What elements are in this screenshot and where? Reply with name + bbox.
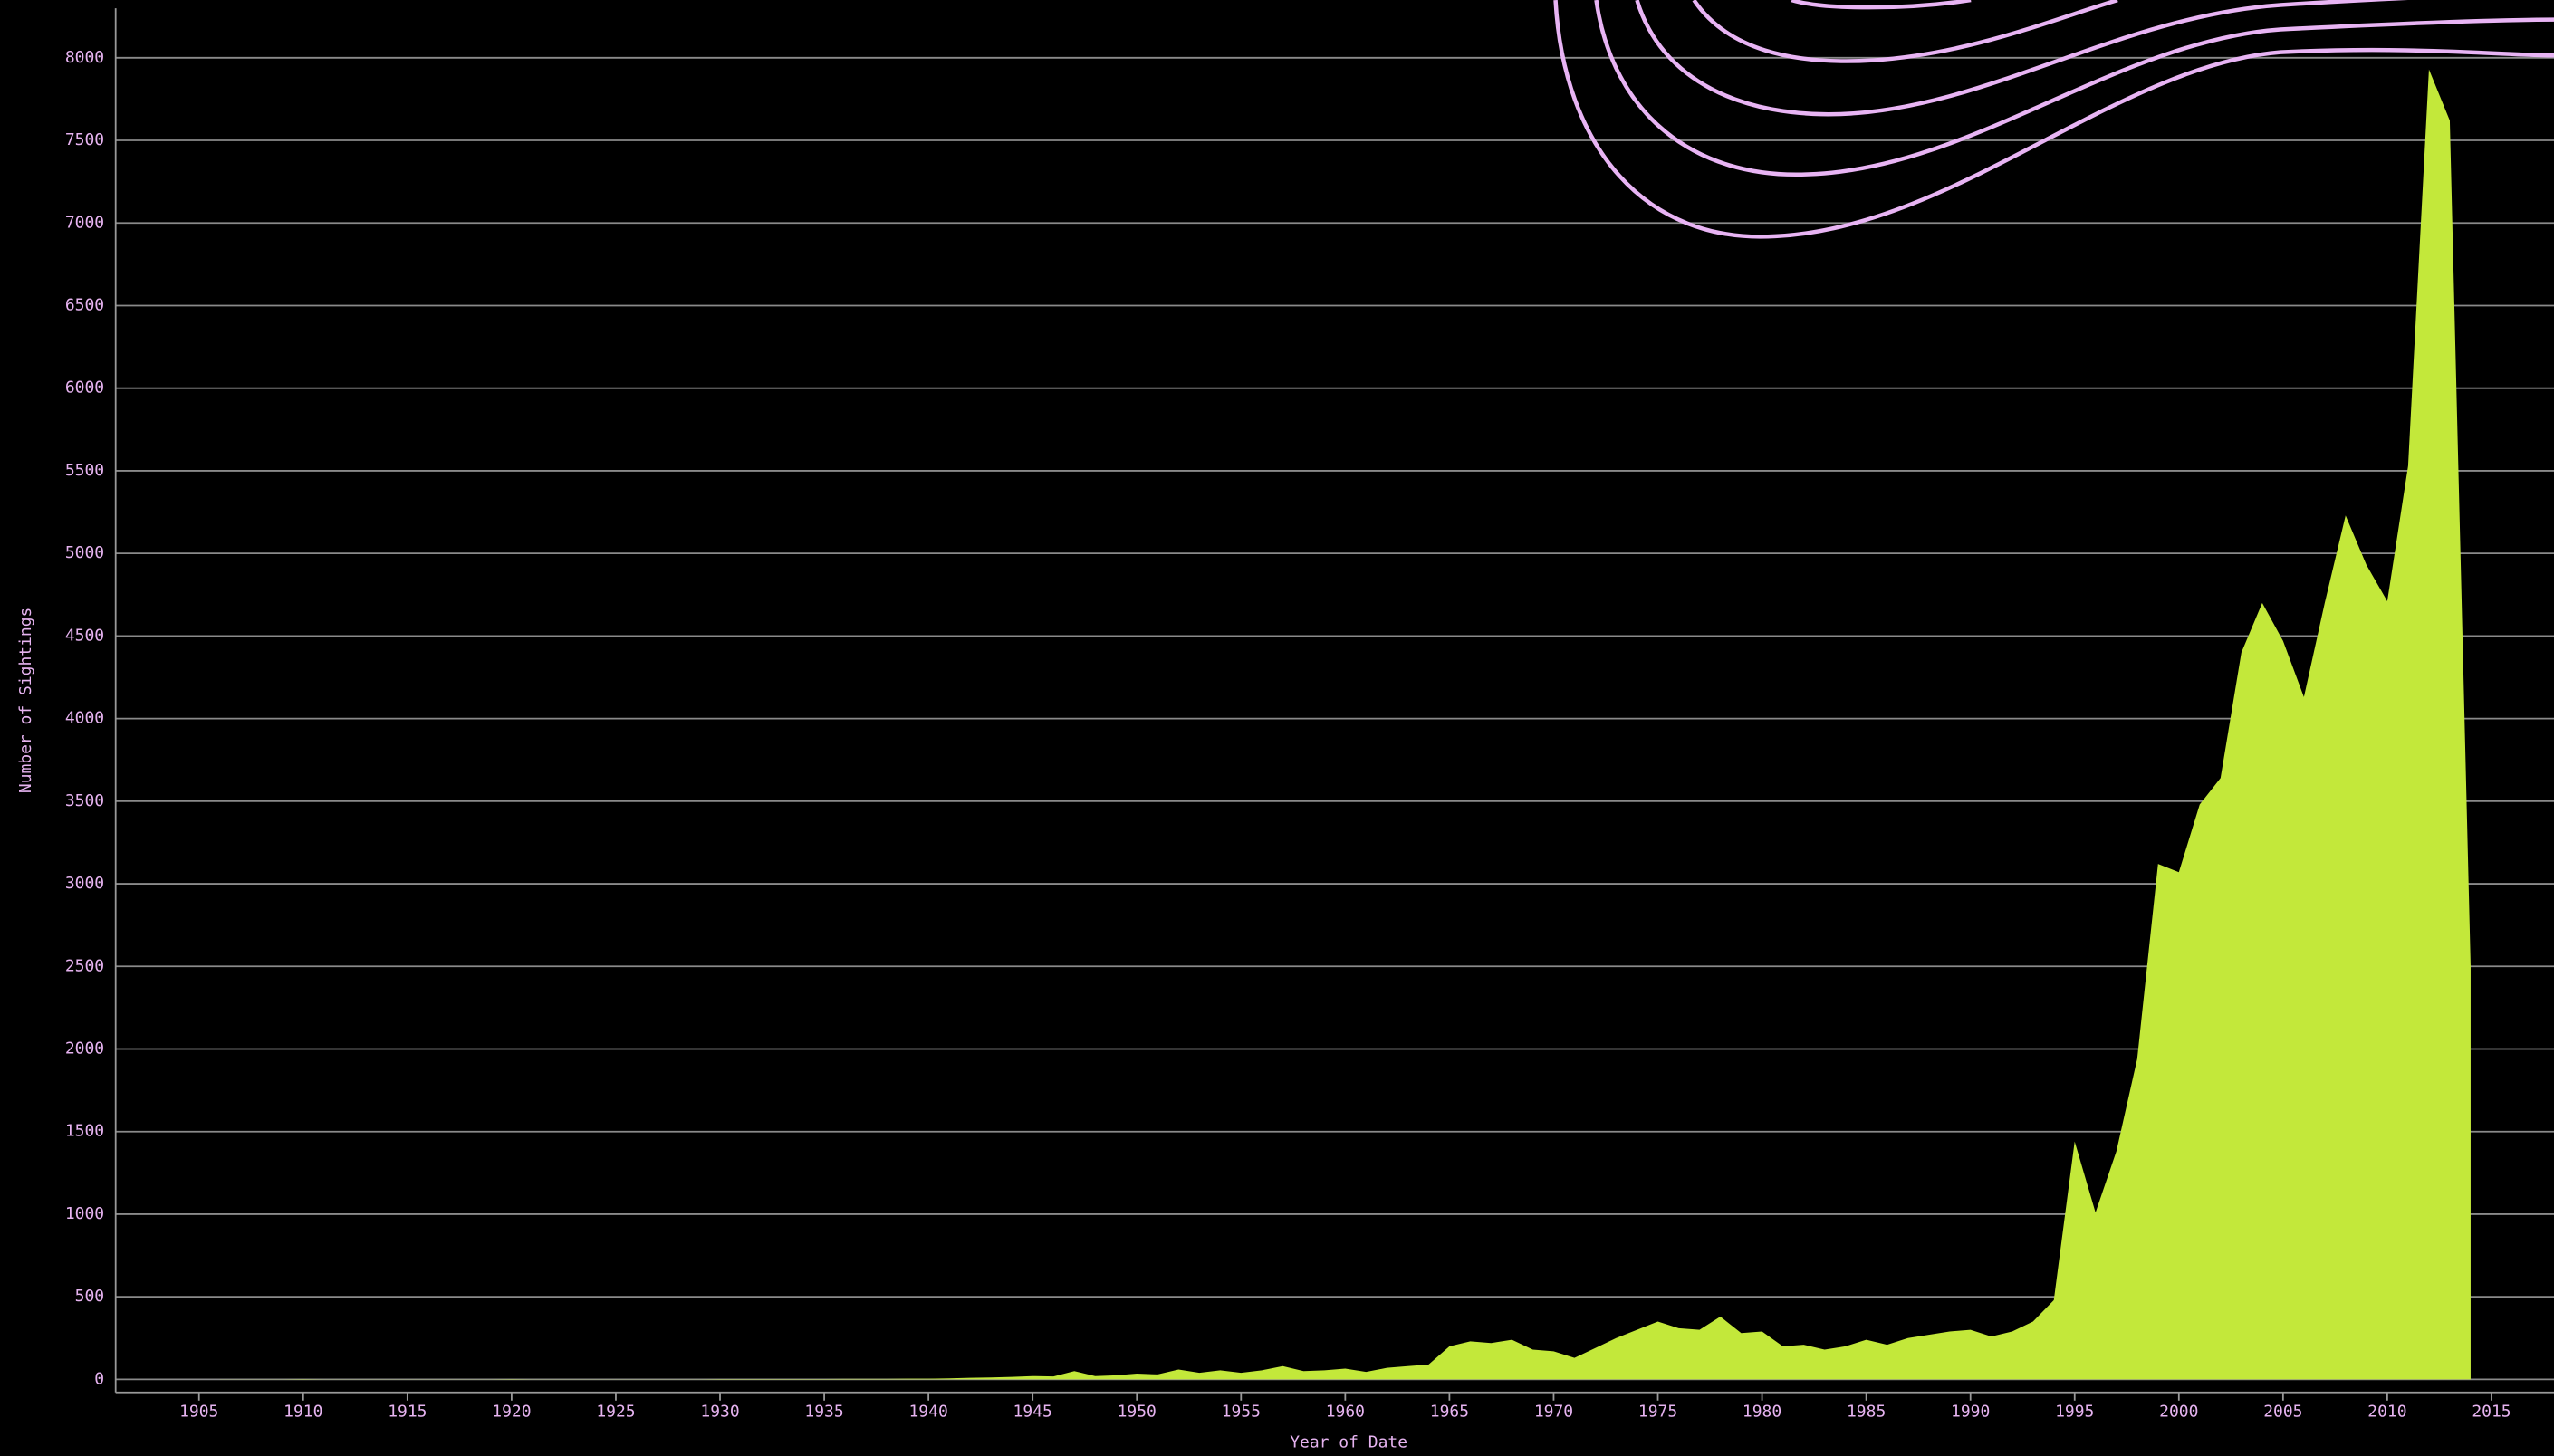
x-tick-label: 2005 bbox=[2263, 1402, 2302, 1421]
x-tick-label: 1925 bbox=[596, 1402, 635, 1421]
y-tick-label: 6500 bbox=[65, 295, 104, 314]
y-tick-label: 0 bbox=[94, 1369, 104, 1388]
y-tick-label: 2000 bbox=[65, 1039, 104, 1058]
decoration bbox=[1553, 0, 2554, 239]
grid bbox=[115, 56, 2554, 1381]
y-tick-label: 5000 bbox=[65, 543, 104, 562]
x-tick-label: 1970 bbox=[1534, 1402, 1573, 1421]
x-tick-label: 1980 bbox=[1743, 1402, 1781, 1421]
x-tick-label: 2010 bbox=[2367, 1402, 2406, 1421]
x-tick-label: 1985 bbox=[1847, 1402, 1886, 1421]
y-tick-label: 7000 bbox=[65, 213, 104, 232]
x-tick-label: 1910 bbox=[283, 1402, 322, 1421]
y-tick-label: 4000 bbox=[65, 709, 104, 728]
y-tick-label: 500 bbox=[75, 1287, 104, 1306]
y-tick-label: 3500 bbox=[65, 791, 104, 810]
x-tick-label: 1955 bbox=[1222, 1402, 1261, 1421]
y-tick-label: 1000 bbox=[65, 1204, 104, 1223]
y-tick-label: 4500 bbox=[65, 626, 104, 645]
y-axis-label: Number of Sightings bbox=[16, 608, 35, 794]
y-tick-label: 5500 bbox=[65, 461, 104, 480]
deco-curve bbox=[1553, 0, 2554, 239]
x-axis-label: Year of Date bbox=[1290, 1433, 1407, 1452]
x-tick-label: 1915 bbox=[388, 1402, 427, 1421]
y-tick-label: 8000 bbox=[65, 48, 104, 67]
deco-curve bbox=[1791, 0, 1972, 10]
y-tick-label: 6000 bbox=[65, 378, 104, 398]
x-tick-label: 1975 bbox=[1638, 1402, 1677, 1421]
y-tick-label: 1500 bbox=[65, 1122, 104, 1141]
x-tick-label: 1930 bbox=[700, 1402, 739, 1421]
x-tick-label: 1995 bbox=[2055, 1402, 2094, 1421]
x-tick-label: 1950 bbox=[1118, 1402, 1157, 1421]
plot bbox=[219, 69, 2471, 1380]
deco-curve bbox=[1594, 0, 2554, 177]
x-tick-label: 2015 bbox=[2472, 1402, 2511, 1421]
x-tick-label: 1905 bbox=[179, 1402, 218, 1421]
y-tick-label: 3000 bbox=[65, 874, 104, 893]
deco-curve bbox=[1635, 0, 2409, 117]
x-tick-label: 1945 bbox=[1013, 1402, 1052, 1421]
x-tick-label: 1920 bbox=[492, 1402, 531, 1421]
x-tick-label: 1935 bbox=[804, 1402, 843, 1421]
deco-curve bbox=[1692, 0, 2118, 63]
x-tick-label: 1965 bbox=[1430, 1402, 1469, 1421]
x-tick-label: 1940 bbox=[908, 1402, 947, 1421]
y-tick-label: 2500 bbox=[65, 956, 104, 975]
x-tick-label: 2000 bbox=[2159, 1402, 2198, 1421]
y-tick-label: 7500 bbox=[65, 130, 104, 149]
area bbox=[219, 69, 2471, 1380]
x-tick-label: 1990 bbox=[1951, 1402, 1990, 1421]
x-tick-label: 1960 bbox=[1326, 1402, 1365, 1421]
